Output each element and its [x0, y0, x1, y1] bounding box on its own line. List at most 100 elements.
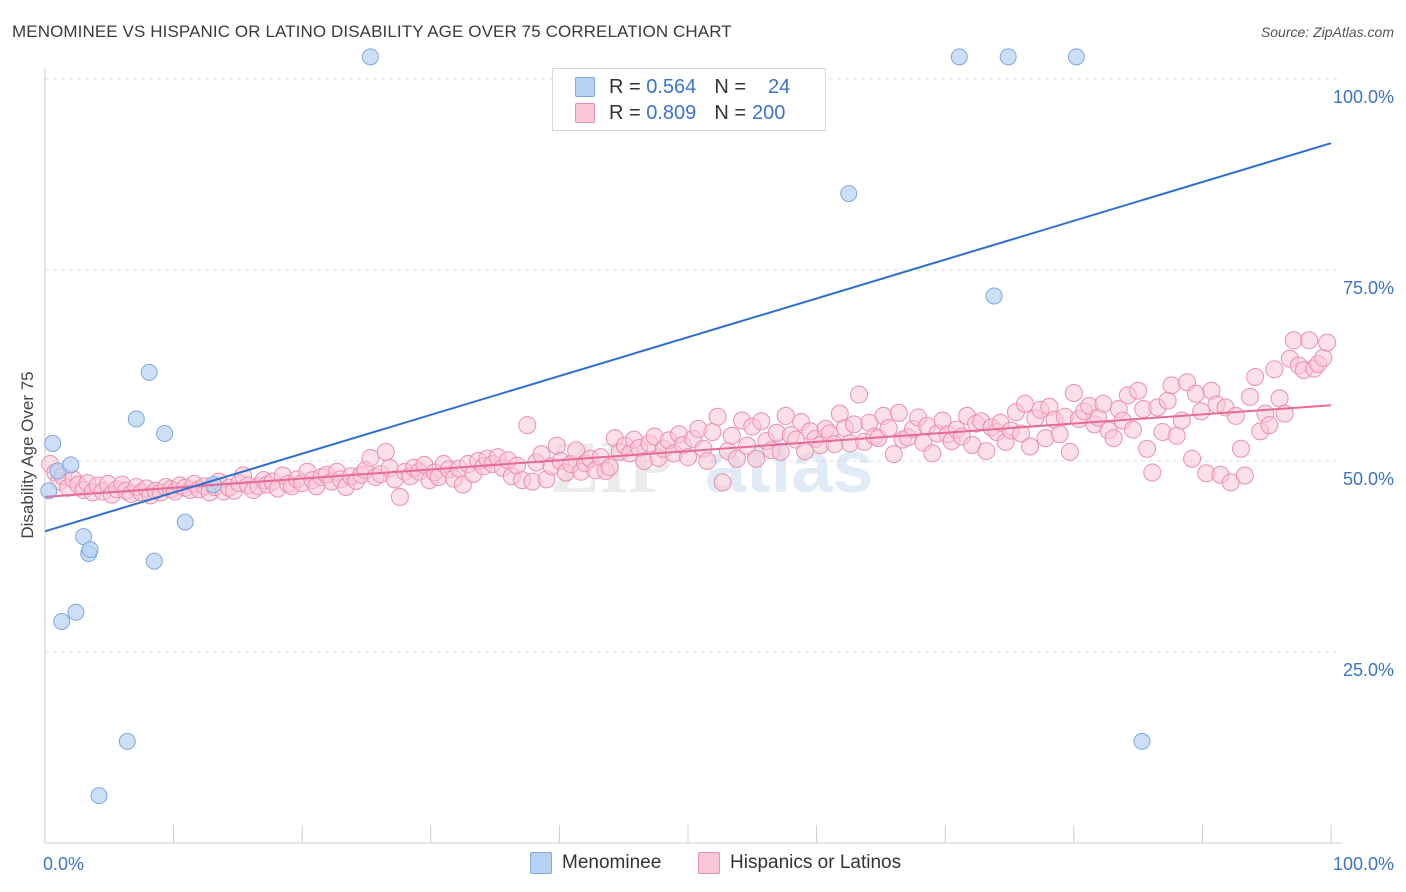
hispanic-point: [752, 412, 771, 431]
hispanic-point: [376, 442, 395, 461]
menominee-points: [40, 48, 1151, 805]
n-value: 24: [768, 75, 791, 98]
hispanic-point: [1240, 387, 1259, 406]
r-label: R =: [609, 101, 641, 124]
legend-label: Hispanics or Latinos: [730, 852, 902, 873]
hispanic-point: [1162, 376, 1181, 395]
hispanic-point: [1260, 416, 1279, 435]
hispanic-point: [713, 473, 732, 492]
menominee-point: [145, 552, 163, 570]
menominee-point: [176, 513, 194, 531]
hispanic-point: [747, 449, 766, 468]
stats-row-hispanic: R = 0.809 N = 200: [575, 101, 785, 125]
menominee-point: [44, 434, 62, 452]
stats-row-menominee: R = 0.564 N = 24: [575, 75, 790, 99]
hispanic-point: [1094, 394, 1113, 413]
hispanic-point: [1226, 406, 1245, 425]
menominee-point: [985, 287, 1003, 305]
hispanic-point: [1143, 463, 1162, 482]
hispanic-point: [1314, 348, 1333, 367]
x-tick-label: 100.0%: [1333, 854, 1394, 874]
menominee-point: [40, 482, 58, 500]
menominee-trend-line: [44, 142, 1332, 533]
hispanic-point: [390, 487, 409, 506]
r-value: 0.809: [646, 101, 697, 124]
hispanic-point: [850, 385, 869, 404]
menominee-swatch: [575, 77, 595, 97]
hispanic-point: [1270, 389, 1289, 408]
hispanic-point: [727, 449, 746, 468]
hispanic-point: [923, 444, 942, 463]
hispanic-point: [679, 448, 697, 467]
menominee-point: [840, 185, 858, 203]
hispanic-point: [825, 435, 844, 454]
n-label: N =: [714, 75, 746, 98]
hispanic-point: [703, 422, 722, 441]
hispanic-point: [1104, 429, 1123, 448]
menominee-point: [127, 410, 145, 428]
hispanic-point: [1265, 360, 1284, 379]
hispanic-point: [708, 407, 727, 426]
hispanic-point: [879, 419, 898, 438]
hispanic-point: [1138, 439, 1157, 458]
hispanic-point: [1235, 466, 1254, 485]
y-axis-label: Disability Age Over 75: [18, 371, 37, 538]
menominee-point: [361, 48, 379, 66]
legend-item-menominee: Menominee: [530, 852, 661, 874]
hispanic-point: [1015, 394, 1034, 413]
hispanic-point: [1192, 402, 1211, 421]
hispanic-point: [1231, 439, 1250, 458]
n-value: 200: [752, 101, 786, 124]
r-label: R =: [609, 75, 641, 98]
hispanic-point: [977, 442, 996, 461]
legend-item-hispanic: Hispanics or Latinos: [698, 852, 901, 874]
hispanic-point: [361, 448, 380, 467]
hispanic-point: [1050, 425, 1069, 444]
hispanic-trend-line: [44, 404, 1332, 498]
legend-label: Menominee: [562, 852, 662, 873]
menominee-point: [90, 787, 108, 805]
hispanic-point: [844, 415, 863, 434]
hispanic-point: [889, 403, 908, 422]
hispanic-legend-swatch: [698, 852, 720, 874]
menominee-point: [999, 48, 1017, 66]
hispanic-point: [1021, 437, 1040, 456]
hispanic-point: [884, 445, 903, 464]
hispanic-point: [1300, 331, 1319, 350]
hispanic-point: [1064, 384, 1083, 403]
hispanic-point: [1158, 391, 1177, 410]
x-tick-label: 0.0%: [43, 854, 84, 874]
chart-title: MENOMINEE VS HISPANIC OR LATINO DISABILI…: [12, 22, 732, 41]
trend-lines: [44, 142, 1332, 533]
menominee-point: [62, 456, 80, 474]
hispanic-point: [1246, 367, 1265, 386]
menominee-point: [67, 603, 85, 621]
hispanic-swatch: [575, 103, 595, 123]
menominee-point: [53, 612, 71, 630]
hispanic-point: [518, 416, 537, 435]
menominee-point: [156, 424, 174, 442]
menominee-point: [140, 363, 158, 381]
hispanic-point: [1012, 424, 1031, 443]
hispanic-point: [771, 442, 790, 461]
y-tick-label: 100.0%: [1333, 87, 1394, 107]
hispanic-point: [1123, 420, 1142, 439]
axes: [44, 68, 1341, 844]
y-tick-label: 50.0%: [1343, 469, 1394, 489]
hispanic-point: [1186, 384, 1205, 403]
n-label: N =: [714, 101, 746, 124]
hispanic-point: [600, 458, 619, 477]
menominee-point: [81, 541, 99, 559]
hispanic-point: [547, 436, 566, 455]
hispanic-point: [1183, 449, 1202, 468]
hispanic-point: [1167, 426, 1186, 445]
tick-labels: 25.0% 50.0% 75.0% 100.0% 0.0% 100.0%: [43, 87, 1394, 874]
hispanic-point: [1318, 333, 1337, 352]
hispanic-point: [1060, 442, 1079, 461]
source-label: Source: ZipAtlas.com: [1260, 24, 1394, 40]
menominee-point: [118, 732, 136, 750]
menominee-point: [950, 48, 968, 66]
hispanic-point: [776, 406, 795, 425]
y-tick-label: 75.0%: [1343, 278, 1394, 298]
